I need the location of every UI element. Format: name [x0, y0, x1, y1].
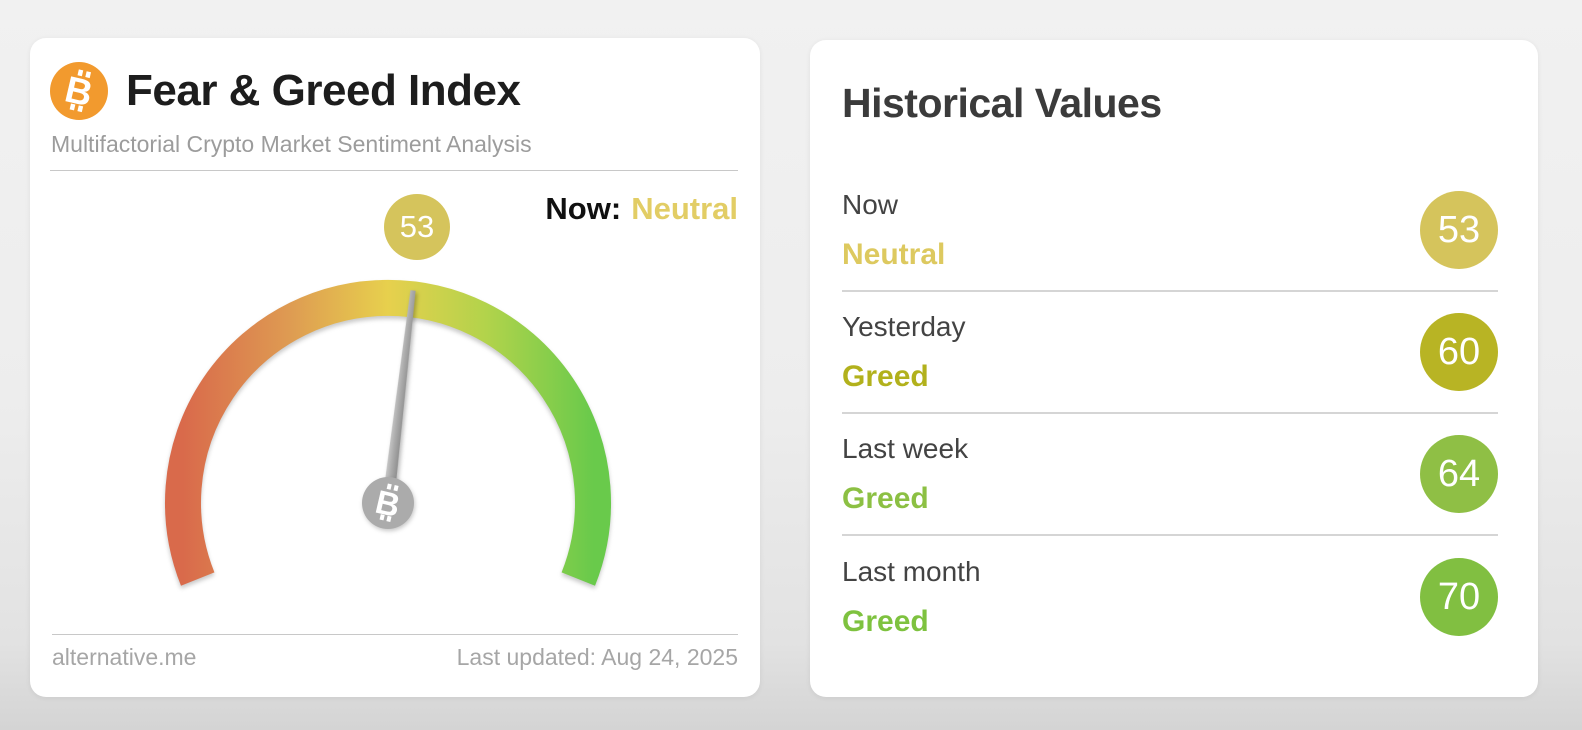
value-badge: 60 — [1420, 313, 1498, 391]
history-row-last-month: Last month Greed 70 — [842, 536, 1498, 658]
gauge-arc — [165, 279, 611, 586]
fear-greed-header: B Fear & Greed Index — [50, 62, 521, 120]
row-label: Now — [842, 188, 899, 220]
historical-values-card: Historical Values Now Neutral 53 Yesterd… — [810, 40, 1538, 697]
gauge-value-badge: 53 — [384, 194, 450, 260]
bitcoin-top-bar — [386, 483, 392, 490]
bitcoin-bottom-bar — [69, 103, 76, 111]
now-label: Now: — [545, 191, 622, 226]
row-classification: Greed — [842, 604, 929, 638]
history-row-now: Now Neutral 53 — [842, 170, 1498, 292]
row-classification: Greed — [842, 481, 929, 515]
row-classification: Greed — [842, 359, 929, 393]
history-row-last-week: Last week Greed 64 — [842, 414, 1498, 536]
historical-rows: Now Neutral 53 Yesterday Greed 60 Last w… — [842, 170, 1498, 658]
footer-divider — [52, 634, 738, 635]
source-link[interactable]: alternative.me — [52, 644, 197, 670]
page-title: Fear & Greed Index — [126, 66, 521, 115]
bitcoin-top-bar — [393, 485, 399, 492]
bitcoin-icon-circle — [50, 62, 108, 120]
value-badge: 53 — [1420, 191, 1498, 269]
bitcoin-bottom-bar — [379, 514, 385, 521]
last-updated-text: Last updated: Aug 24, 2025 — [456, 644, 738, 670]
gauge-hub-circle — [362, 477, 414, 529]
row-classification: Neutral — [842, 237, 946, 271]
row-label: Last month — [842, 555, 981, 587]
value-badge: 70 — [1420, 558, 1498, 636]
history-row-yesterday: Yesterday Greed 60 — [842, 292, 1498, 414]
page-subtitle: Multifactorial Crypto Market Sentiment A… — [51, 131, 532, 157]
fear-greed-card: B Fear & Greed Index Multifactorial Cryp… — [30, 38, 760, 697]
bitcoin-bottom-bar — [386, 515, 392, 523]
bitcoin-top-bar — [77, 69, 84, 77]
current-sentiment-line: Now: Neutral — [545, 191, 738, 227]
card-footer: alternative.me Last updated: Aug 24, 202… — [52, 644, 738, 671]
bitcoin-bottom-bar — [77, 105, 84, 113]
value-badge: 64 — [1420, 435, 1498, 513]
bitcoin-icon: B — [50, 62, 108, 120]
header-divider — [50, 170, 738, 171]
historical-values-title: Historical Values — [842, 80, 1162, 126]
row-label: Yesterday — [842, 310, 966, 342]
now-classification: Neutral — [631, 191, 738, 226]
bitcoin-top-bar — [85, 71, 92, 79]
gauge-needle — [381, 290, 416, 508]
gauge-hub-bitcoin-icon: B — [362, 477, 414, 529]
row-label: Last week — [842, 432, 969, 464]
fear-greed-gauge: B — [165, 279, 611, 586]
